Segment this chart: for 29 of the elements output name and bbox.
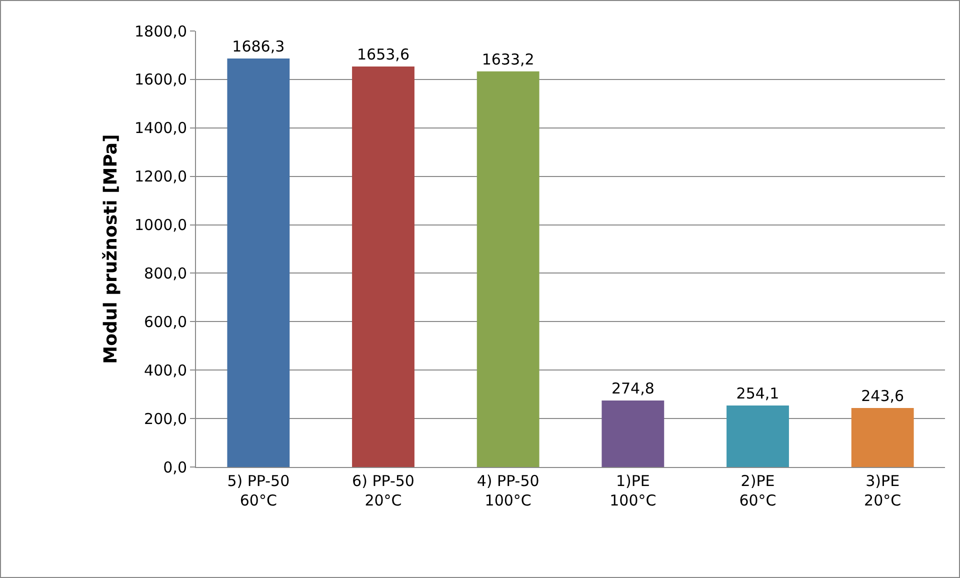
x-tick-label: 5) PP-50 60°C xyxy=(227,472,290,510)
y-tick-label: 200,0 xyxy=(144,410,187,428)
x-tick-label: 6) PP-50 20°C xyxy=(352,472,414,510)
data-label: 254,1 xyxy=(736,384,780,402)
y-tick-label: 1200,0 xyxy=(134,168,187,186)
bar xyxy=(602,400,664,467)
y-tick-label: 1800,0 xyxy=(134,22,187,40)
y-tick-label: 800,0 xyxy=(144,264,187,282)
bar xyxy=(476,71,540,467)
y-tick-label: 1400,0 xyxy=(134,119,187,138)
y-tick-label: 1000,0 xyxy=(134,216,187,234)
x-tick-label: 3)PE 20°C xyxy=(864,472,902,510)
y-tick-label: 1600,0 xyxy=(134,70,187,89)
y-axis-title: Modul pružnosti [MPa] xyxy=(100,134,122,364)
data-label: 1686,3 xyxy=(232,38,285,56)
bar xyxy=(726,405,789,467)
data-label: 1653,6 xyxy=(357,45,410,64)
x-tick-label: 1)PE 100°C xyxy=(610,472,656,510)
bar xyxy=(227,58,290,467)
data-label: 243,6 xyxy=(861,386,904,405)
data-label: 1633,2 xyxy=(482,50,534,68)
y-tick-label: 400,0 xyxy=(144,361,187,380)
y-tick-label: 0,0 xyxy=(163,458,187,476)
bar xyxy=(851,408,914,467)
data-label: 274,8 xyxy=(611,379,654,398)
bar xyxy=(352,66,414,467)
y-tick-label: 600,0 xyxy=(144,312,187,331)
x-tick-label: 4) PP-50 100°C xyxy=(476,472,540,510)
x-tick-label: 2)PE 60°C xyxy=(739,472,776,510)
